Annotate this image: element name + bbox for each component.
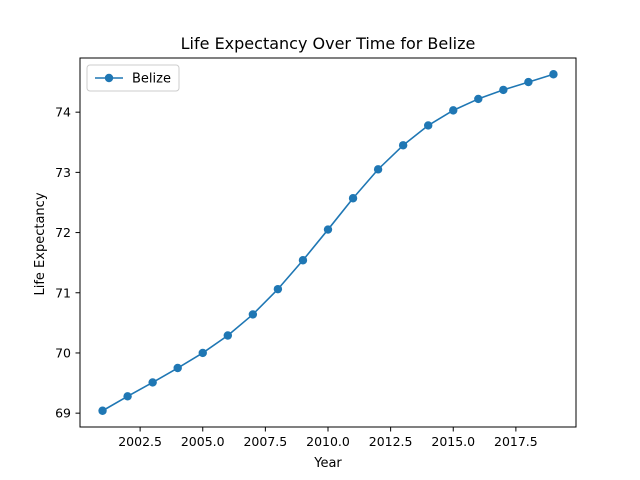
data-point-2007: [248, 310, 258, 319]
x-tick-label: 2010.0: [306, 434, 350, 449]
y-axis-label: Life Expectancy: [33, 192, 48, 295]
data-point-2013: [398, 141, 408, 150]
x-tick-label: 2012.5: [369, 434, 413, 449]
x-tick-label: 2015.0: [431, 434, 475, 449]
data-point-2015: [449, 106, 458, 115]
data-point-2012: [373, 165, 383, 174]
data-point-2016: [474, 94, 483, 104]
data-point-2003: [148, 378, 157, 387]
data-point-2009: [298, 256, 308, 265]
legend-marker: [104, 73, 114, 83]
data-point-2004: [173, 363, 182, 373]
y-tick-label: 73: [55, 165, 71, 180]
data-point-2002: [123, 392, 132, 401]
plot-area: 2002.5 2005.0 2007.5 2010.0 2012.5 2015.0 2017…: [55, 57, 577, 449]
data-point-2006: [223, 331, 232, 340]
y-tick-label: 71: [55, 285, 71, 300]
legend-box: [86, 64, 180, 92]
x-axis-label: Year: [313, 456, 342, 471]
data-point-2005: [198, 348, 207, 358]
data-point-2001: [98, 406, 107, 415]
data-point-2019: [549, 70, 558, 79]
data-point-2008: [273, 284, 283, 294]
data-point-2011: [348, 194, 358, 203]
x-tick-label: 2007.5: [243, 434, 287, 449]
y-tick-label: 72: [55, 225, 71, 240]
y-tick-label: 74: [55, 105, 71, 120]
x-tick-label: 2017.5: [494, 434, 538, 449]
data-point-2018: [524, 77, 533, 87]
x-tick-label: 2002.5: [118, 434, 162, 449]
y-tick-label: 70: [55, 345, 71, 360]
legend-entry-label: Belize: [132, 72, 171, 87]
data-point-2014: [424, 121, 433, 130]
chart-title: Life Expectancy Over Time for Belize: [181, 34, 476, 53]
y-tick-label: 69: [55, 406, 71, 421]
x-tick-label: 2005.0: [181, 434, 225, 449]
data-point-2010: [323, 225, 333, 234]
data-point-2017: [499, 85, 508, 95]
